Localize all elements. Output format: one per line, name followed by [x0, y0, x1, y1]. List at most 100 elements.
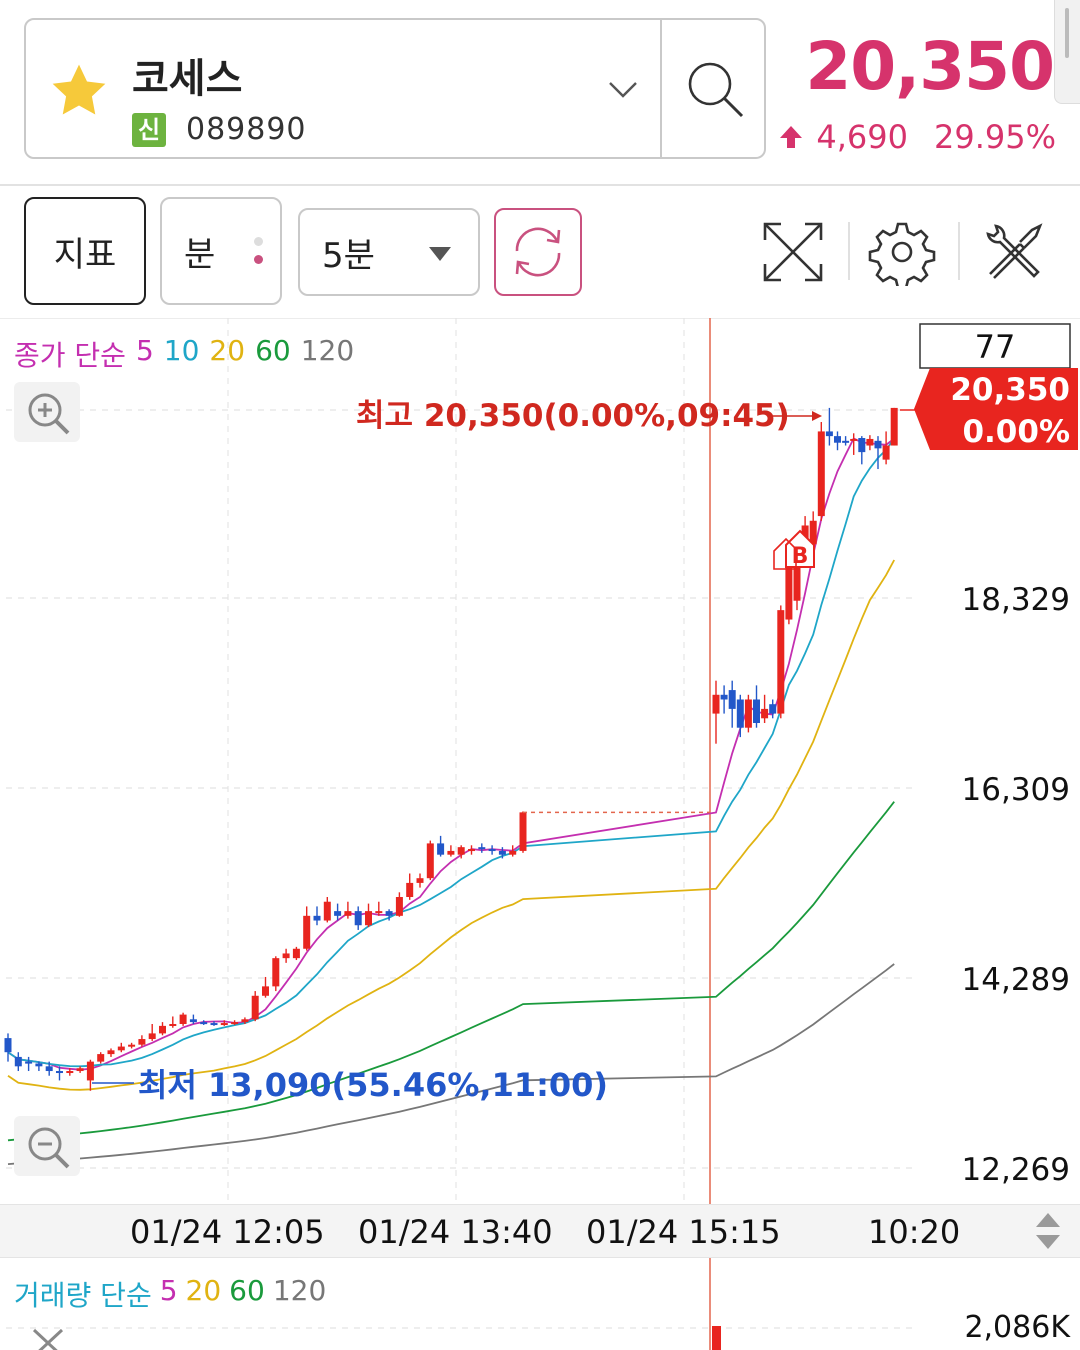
candle-body	[241, 1019, 249, 1023]
candle-body	[426, 843, 434, 879]
stock-selector[interactable]: 코세스 신 089890	[24, 18, 766, 159]
candle-body	[66, 1071, 74, 1074]
legend-ma120: 120	[300, 334, 355, 367]
ma20-line	[7, 559, 895, 1091]
candle-body	[834, 436, 841, 443]
candle-body	[728, 690, 736, 709]
refresh-button[interactable]	[494, 208, 582, 296]
candle-body	[97, 1054, 105, 1062]
candle-body	[220, 1023, 228, 1026]
candle-body	[744, 699, 752, 728]
star-icon[interactable]	[48, 60, 110, 122]
candle-body	[890, 407, 898, 446]
dots-icon	[254, 237, 264, 273]
high-arrow-head	[812, 411, 822, 421]
candle-body	[251, 995, 259, 1020]
candle-body	[488, 849, 496, 852]
ma60-line	[7, 801, 895, 1142]
zoom-out-button[interactable]	[14, 1116, 80, 1176]
candle-body	[406, 882, 414, 898]
expand-icon[interactable]	[759, 218, 827, 286]
candle-body	[4, 1038, 12, 1053]
volume-chart[interactable]	[0, 1258, 1080, 1350]
divider	[958, 222, 960, 280]
y-tick-label: 16,309	[962, 772, 1070, 808]
x-tick: 01/24 12:05	[130, 1213, 325, 1251]
chevron-down-icon[interactable]	[608, 80, 638, 100]
tools-icon[interactable]	[980, 218, 1048, 286]
candle-body	[874, 440, 882, 449]
x-tick: 01/24 15:15	[586, 1213, 781, 1251]
candle-body	[793, 553, 801, 601]
volume-bar	[712, 1326, 721, 1350]
y-tick-label: 14,289	[962, 962, 1070, 998]
interval-select[interactable]: 5분	[298, 208, 480, 296]
candle-body	[498, 850, 506, 855]
candle-body	[159, 1025, 166, 1034]
zoom-in-button[interactable]	[14, 382, 80, 442]
stock-code: 089890	[186, 112, 307, 147]
volume-legend: 거래량 단순 5 20 60 120	[14, 1274, 326, 1314]
candle-body	[117, 1046, 125, 1051]
candle-body	[478, 847, 486, 850]
price-legend: 종가 단순 5 10 20 60 120	[14, 334, 354, 374]
interval-label: 5분	[322, 235, 375, 276]
y-tick-label: 18,329	[962, 582, 1070, 618]
period-button[interactable]: 분	[160, 197, 282, 305]
indicator-button[interactable]: 지표	[24, 197, 146, 305]
candle-body	[179, 1014, 187, 1024]
period-label: 분	[184, 234, 216, 275]
divider	[660, 20, 662, 157]
current-price-tag	[914, 368, 1078, 450]
ma120-line	[7, 963, 895, 1165]
candle-body	[850, 438, 858, 441]
market-badge: 신	[132, 113, 166, 147]
candle-body	[128, 1044, 136, 1047]
price-chart[interactable]: 최고 20,350(0.00%,09:45) 최저 13,090(55.46%,1…	[0, 318, 1080, 1204]
candle-body	[334, 911, 342, 916]
ma5-line	[7, 437, 895, 1071]
current-price-tag-rate: 0.00%	[962, 414, 1070, 450]
volume-legend-ma120: 120	[272, 1274, 327, 1307]
candle-body	[210, 1023, 218, 1026]
search-icon	[688, 62, 744, 118]
close-icon[interactable]	[30, 1326, 66, 1350]
candle-body	[138, 1039, 146, 1045]
legend-ma5: 5	[135, 334, 154, 367]
ma10-line	[7, 437, 895, 1068]
candle-body	[365, 911, 372, 926]
candle-body	[262, 986, 269, 996]
candle-body	[169, 1023, 177, 1026]
divider	[848, 222, 850, 280]
candle-body	[86, 1061, 94, 1081]
candle-body	[720, 694, 728, 700]
zoom-in-icon	[28, 393, 70, 435]
time-axis[interactable]: 01/24 12:05 01/24 13:40 01/24 15:15 10:2…	[0, 1204, 1080, 1258]
x-tick: 10:20	[868, 1213, 961, 1251]
count-label: 77	[975, 328, 1016, 366]
stock-name: 코세스	[132, 56, 243, 102]
gear-icon[interactable]	[868, 218, 936, 286]
up-arrow-icon	[780, 126, 803, 148]
legend-ma10: 10	[163, 334, 200, 367]
candle-body	[76, 1068, 84, 1072]
high-annotation: 최고 20,350(0.00%,09:45)	[356, 398, 790, 434]
candle-body	[354, 911, 362, 926]
candle-body	[35, 1063, 43, 1067]
volume-max-label: 2,086K	[964, 1310, 1070, 1345]
scrollbar[interactable]	[1054, 0, 1080, 104]
search-button[interactable]	[662, 20, 766, 157]
change-amount: 4,690	[816, 118, 908, 156]
volume-legend-prefix: 거래량 단순	[14, 1279, 152, 1312]
candle-body	[817, 431, 825, 517]
candle-body	[14, 1056, 22, 1067]
candle-body	[375, 911, 383, 914]
up-down-icon[interactable]	[1034, 1209, 1062, 1253]
candle-body	[282, 953, 290, 959]
candle-body	[437, 843, 445, 855]
candle-body	[292, 948, 300, 959]
y-tick-label: 12,269	[962, 1152, 1070, 1188]
candle-body	[385, 911, 393, 916]
candle-body	[272, 958, 280, 987]
volume-legend-ma20: 20	[185, 1274, 222, 1307]
